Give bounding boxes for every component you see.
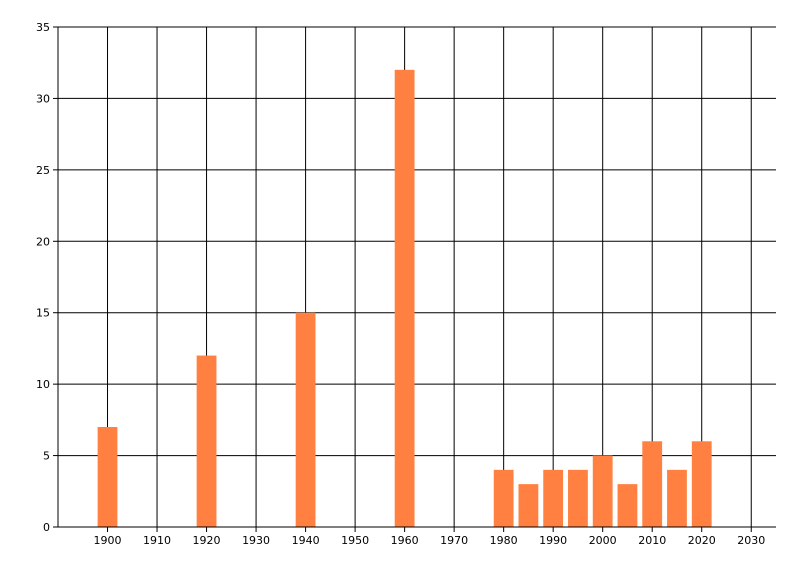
bar	[97, 427, 118, 527]
y-tick-label: 10	[36, 378, 50, 391]
bar	[642, 441, 663, 527]
bar	[493, 469, 514, 527]
bar	[196, 355, 217, 527]
bar	[518, 484, 539, 527]
bar	[617, 484, 638, 527]
x-tick-label: 1990	[539, 534, 567, 547]
x-tick-label: 2000	[589, 534, 617, 547]
bar	[295, 312, 316, 527]
bar	[394, 69, 415, 527]
bar	[543, 469, 564, 527]
y-tick-label: 20	[36, 235, 50, 248]
x-tick-label: 2030	[737, 534, 765, 547]
x-tick-label: 1980	[490, 534, 518, 547]
bar	[691, 441, 712, 527]
y-tick-label: 5	[43, 450, 50, 463]
x-tick-label: 1910	[143, 534, 171, 547]
x-tick-label: 1920	[193, 534, 221, 547]
bar	[592, 455, 613, 527]
y-tick-label: 0	[43, 521, 50, 534]
bar	[568, 469, 588, 527]
x-tick-label: 1950	[341, 534, 369, 547]
y-tick-label: 30	[36, 92, 50, 105]
x-tick-label: 1970	[440, 534, 468, 547]
bar	[667, 469, 687, 527]
x-tick-label: 1940	[292, 534, 320, 547]
x-tick-label: 2020	[688, 534, 716, 547]
y-tick-label: 15	[36, 307, 50, 320]
y-tick-label: 25	[36, 164, 50, 177]
y-tick-label: 35	[36, 21, 50, 34]
x-tick-label: 1930	[242, 534, 270, 547]
x-tick-label: 1900	[94, 534, 122, 547]
x-tick-label: 1960	[391, 534, 419, 547]
x-tick-label: 2010	[638, 534, 666, 547]
